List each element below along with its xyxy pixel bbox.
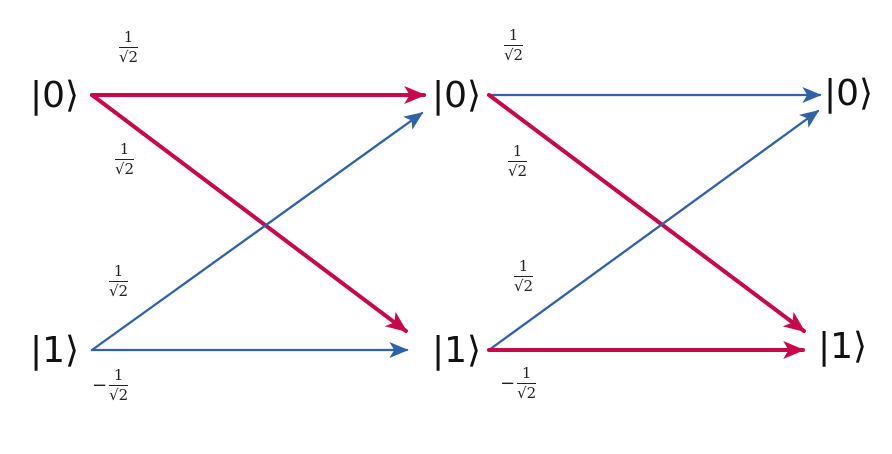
stage1-upper-mid-amplitude: 1 √2 <box>115 140 135 178</box>
ket-1-column-1: |1⟩ <box>30 330 80 371</box>
stage2-edge-0-to-1 <box>487 93 806 333</box>
ket-0-column-1: |0⟩ <box>30 75 80 116</box>
ket-1-column-2: |1⟩ <box>432 330 482 371</box>
stage2-top-amplitude: 1 √2 <box>504 26 524 64</box>
ket-0-column-2: |0⟩ <box>432 75 482 116</box>
stage2-upper-mid-amplitude: 1 √2 <box>508 142 528 180</box>
stage1-edge-1-to-0 <box>90 111 424 352</box>
stage1-top-amplitude: 1 √2 <box>119 28 139 66</box>
stage2-edge-1-to-0 <box>487 109 820 352</box>
ket-0-column-3: |0⟩ <box>824 73 874 114</box>
stage2-bottom-amplitude: − 1 √2 <box>500 364 537 402</box>
stage1-edge-0-to-1 <box>90 93 408 333</box>
ket-1-column-3: |1⟩ <box>818 326 868 367</box>
stage1-lower-mid-amplitude: 1 √2 <box>109 262 129 300</box>
stage1-bottom-amplitude: − 1 √2 <box>92 366 129 404</box>
stage2-lower-mid-amplitude: 1 √2 <box>514 257 534 295</box>
